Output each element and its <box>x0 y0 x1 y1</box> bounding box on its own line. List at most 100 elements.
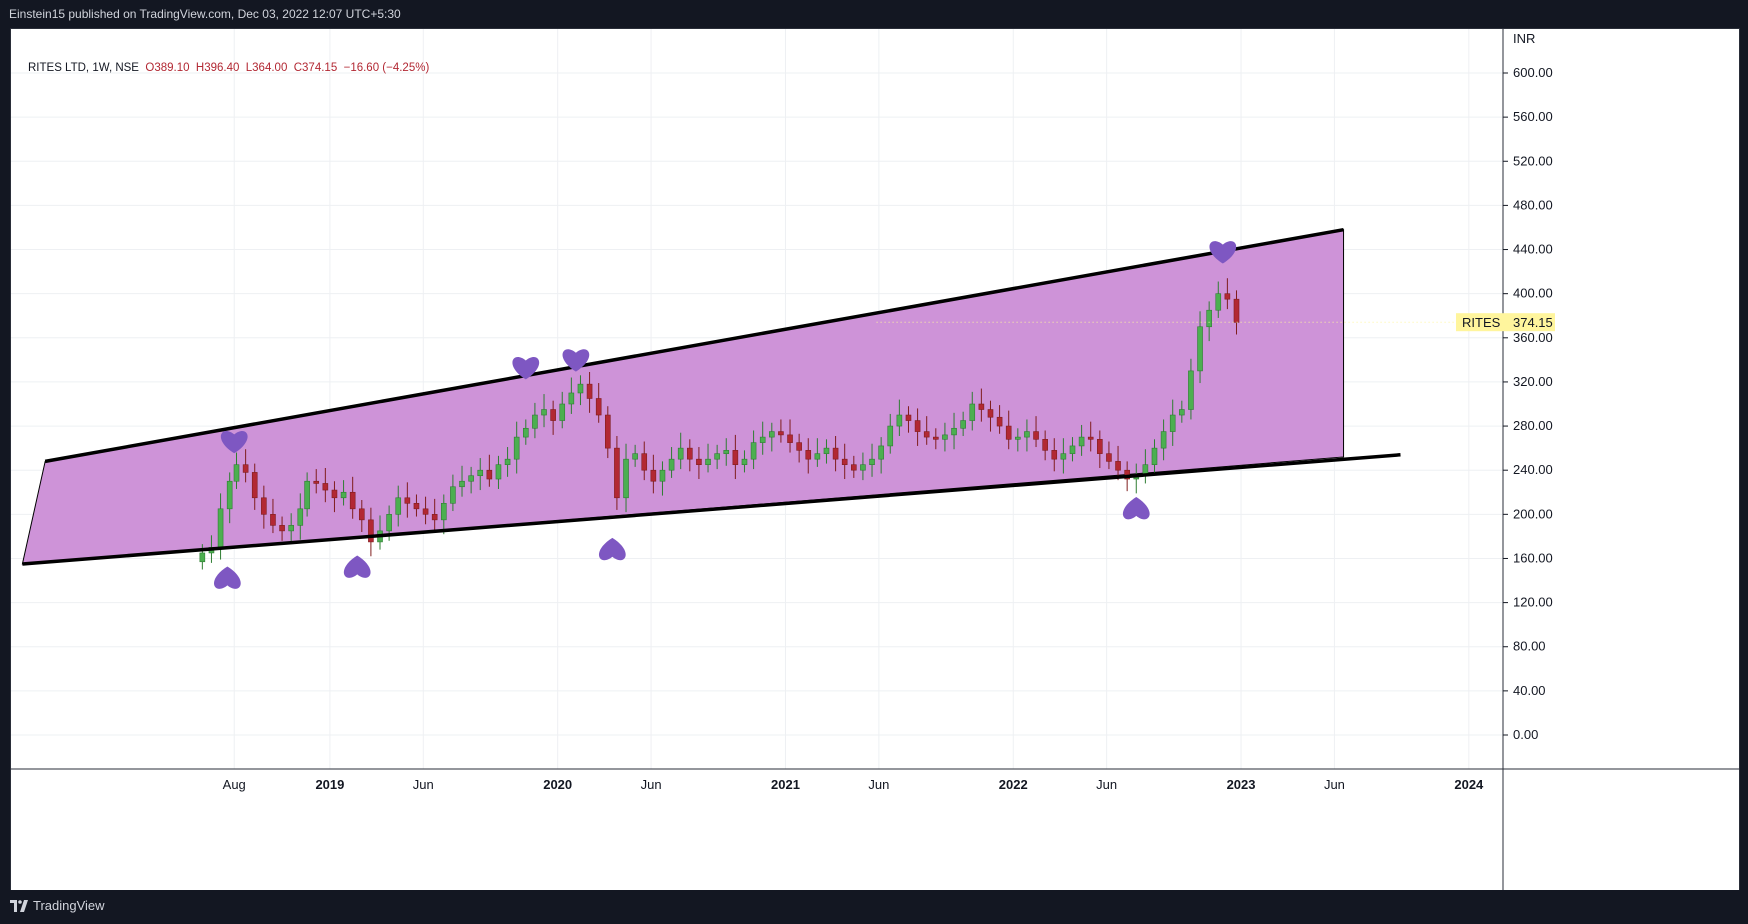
price-axis-currency: INR <box>1513 31 1535 46</box>
time-tick-label: Jun <box>413 777 434 792</box>
symbol-info: RITES LTD, 1W, NSE <box>28 62 139 74</box>
time-tick-label: Jun <box>868 777 889 792</box>
candle-body <box>860 464 866 471</box>
candle-body <box>1097 439 1103 454</box>
candle-body <box>577 383 584 394</box>
brand-name: TradingView <box>33 898 105 913</box>
candle-body <box>796 442 802 451</box>
candle-body <box>242 464 249 473</box>
chart-frame[interactable]: INR 600.00 560.00 520.00 480.00 440.00 400.00 3… <box>10 28 1740 891</box>
price-tick-label: 440.00 <box>1513 242 1553 257</box>
heart-marker[interactable] <box>1209 241 1237 264</box>
candle-body <box>586 383 593 399</box>
candle-body <box>942 434 948 440</box>
candle-body <box>851 464 857 471</box>
candle-body <box>769 431 775 438</box>
candle-body <box>914 420 921 432</box>
candle-body <box>349 491 356 510</box>
legend-high: H396.40 <box>195 62 240 74</box>
price-tick-label: 200.00 <box>1513 506 1553 521</box>
candle-body <box>431 514 438 521</box>
candle-body <box>199 552 206 563</box>
candle-body <box>614 447 620 499</box>
heart-marker[interactable] <box>598 537 626 561</box>
candle-body <box>1197 326 1203 372</box>
heart-marker[interactable] <box>512 357 540 380</box>
candle-body <box>279 525 285 532</box>
candle-body <box>313 480 320 484</box>
candle-body <box>814 453 821 460</box>
candle-body <box>440 502 447 521</box>
candle-body <box>1024 431 1030 438</box>
heart-marker[interactable] <box>220 430 248 454</box>
candle-body <box>823 447 830 454</box>
candle-body <box>1233 298 1240 323</box>
candle-body <box>723 450 730 454</box>
candle-body <box>896 414 903 427</box>
upper-trendline[interactable] <box>44 227 1344 464</box>
legend-close: C374.15 <box>293 62 338 74</box>
candle-body <box>513 436 520 460</box>
legend-open: O389.10 <box>145 62 190 74</box>
candle-body <box>217 508 224 548</box>
candle-body <box>969 403 976 421</box>
candle-body <box>778 431 784 436</box>
tradingview-logo[interactable]: TradingView <box>10 898 105 913</box>
heart-marker[interactable] <box>562 349 590 372</box>
candle-body <box>1115 461 1121 471</box>
candle-body <box>933 436 939 440</box>
price-tick-label: 80.00 <box>1513 639 1546 654</box>
candle-body <box>1188 370 1194 410</box>
publisher-line: Einstein15 published on TradingView.com,… <box>9 7 401 21</box>
candle-body <box>1206 309 1212 328</box>
tradingview-icon <box>10 899 28 912</box>
candle-body <box>541 409 547 416</box>
candle-body <box>987 409 994 418</box>
heart-marker[interactable] <box>343 555 371 578</box>
candle-body <box>468 475 474 482</box>
candle-body <box>404 497 411 504</box>
candle-body <box>331 489 338 499</box>
candle-body <box>1179 409 1185 416</box>
candle-body <box>261 497 267 515</box>
last-price-symbol: RITES <box>1462 315 1501 330</box>
candle-body <box>1051 450 1058 460</box>
candle-body <box>522 427 529 438</box>
candle-body <box>297 508 304 526</box>
candle-body <box>486 469 493 480</box>
candle-body <box>805 450 812 460</box>
candle-body <box>304 480 310 510</box>
heart-marker[interactable] <box>1122 497 1150 520</box>
publisher-bar: Einstein15 published on TradingView.com,… <box>0 0 1748 28</box>
lower-trendline[interactable] <box>22 453 1401 566</box>
price-chart[interactable]: INR 600.00 560.00 520.00 480.00 440.00 400.00 3… <box>11 29 1739 890</box>
candle-body <box>251 472 258 499</box>
candle-body <box>233 464 240 482</box>
candle-body <box>559 403 566 421</box>
candle-body <box>1015 436 1021 440</box>
candle-body <box>1160 431 1167 449</box>
heart-marker[interactable] <box>214 566 241 589</box>
price-tick-label: 400.00 <box>1513 286 1553 301</box>
candle-body <box>887 425 894 447</box>
time-tick-label: Jun <box>1324 777 1345 792</box>
candle-body <box>714 453 720 460</box>
time-tick-label: 2022 <box>999 777 1028 792</box>
price-tick-label: 280.00 <box>1513 418 1553 433</box>
candle-body <box>677 447 684 460</box>
candle-body <box>832 447 839 460</box>
candle-body <box>368 519 374 543</box>
candle-body <box>978 403 985 410</box>
price-tick-label: 480.00 <box>1513 197 1553 212</box>
candle-body <box>996 416 1003 427</box>
time-tick-label: Jun <box>641 777 662 792</box>
candle-body <box>270 514 276 526</box>
candle-body <box>340 491 347 499</box>
price-tick-label: 160.00 <box>1513 550 1553 565</box>
candle-body <box>495 464 502 480</box>
candle-body <box>732 450 739 465</box>
candle-body <box>550 409 556 421</box>
candle-body <box>413 502 420 510</box>
candle-body <box>386 514 392 532</box>
time-tick-label: 2019 <box>315 777 344 792</box>
